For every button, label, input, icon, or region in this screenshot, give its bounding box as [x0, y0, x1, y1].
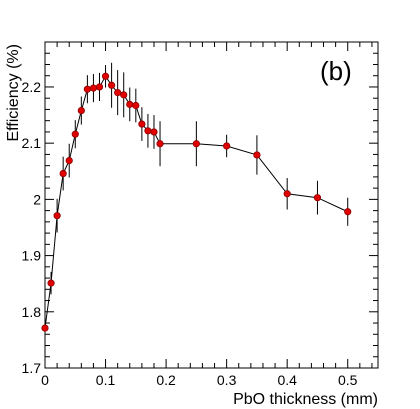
data-point — [83, 85, 91, 93]
data-point — [108, 81, 116, 89]
data-point — [53, 212, 61, 220]
x-axis-title: PbO thickness (mm) — [233, 391, 378, 408]
data-point — [156, 140, 164, 148]
y-tick-label: 2.1 — [22, 135, 42, 151]
data-point — [313, 194, 322, 202]
data-point — [344, 208, 352, 216]
data-point — [71, 130, 79, 138]
data-point — [120, 91, 128, 99]
data-series — [41, 62, 352, 340]
plot-frame — [44, 41, 379, 369]
y-tick-label: 2 — [33, 191, 41, 207]
data-point — [150, 128, 158, 136]
y-tick-label: 2.2 — [22, 79, 42, 95]
data-point — [223, 142, 231, 150]
y-axis: 1.7 1.8 1.9 2 2.1 2.2 — [22, 41, 378, 376]
x-tick-label: 0 — [41, 372, 49, 388]
data-point — [132, 101, 140, 110]
data-point — [126, 100, 134, 108]
data-point — [47, 279, 55, 287]
data-point — [114, 88, 122, 97]
y-tick-label: 1.8 — [22, 304, 42, 320]
data-point — [77, 106, 85, 115]
data-point — [65, 156, 73, 165]
x-tick-label: 0.4 — [277, 372, 297, 388]
x-axis: 0 0.1 0.2 0.3 0.4 0.5 — [41, 42, 373, 388]
data-point — [95, 83, 104, 91]
data-point — [144, 127, 152, 135]
y-tick-label: 1.9 — [22, 248, 42, 264]
data-point — [41, 324, 49, 332]
x-tick-label: 0.5 — [338, 372, 358, 388]
x-tick-label: 0.2 — [156, 372, 176, 388]
data-point — [138, 120, 146, 128]
data-point — [89, 84, 98, 92]
data-point — [59, 169, 67, 178]
y-tick-label: 1.7 — [22, 360, 42, 376]
x-tick-label: 0.1 — [96, 372, 116, 388]
y-axis-title: Efficiency (%) — [5, 44, 22, 142]
data-point — [101, 72, 110, 80]
data-point — [253, 151, 261, 159]
panel-label: (b) — [320, 56, 352, 86]
data-point — [283, 190, 291, 198]
data-point — [192, 140, 200, 148]
x-tick-label: 0.3 — [217, 372, 237, 388]
series-line — [44, 75, 348, 329]
